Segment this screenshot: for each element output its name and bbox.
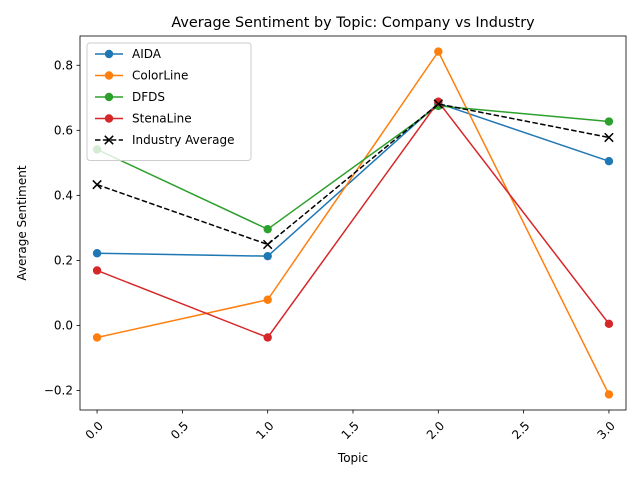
legend-label-aida: AIDA — [132, 47, 162, 61]
data-point-aida — [92, 249, 102, 258]
series-industry-average — [92, 99, 614, 250]
data-point-industry-average — [433, 99, 444, 109]
data-point-stenaline — [92, 266, 102, 275]
legend-marker-colorline — [104, 71, 114, 80]
series-aida — [92, 99, 614, 261]
data-point-colorline — [263, 295, 272, 304]
data-point-dfds — [604, 117, 614, 126]
y-tick-label: −0.2 — [44, 383, 73, 397]
data-point-industry-average — [262, 239, 273, 250]
y-tick-label: 0.6 — [54, 123, 73, 137]
y-tick-label: 0.2 — [54, 253, 73, 267]
data-point-aida — [263, 251, 272, 261]
data-point-industry-average — [92, 179, 102, 190]
y-tick-label: 0.0 — [54, 318, 73, 332]
series-line-dfds — [96, 105, 610, 231]
legend-item-aida: AIDA — [95, 47, 162, 61]
y-tick-label: 0.4 — [54, 188, 73, 202]
legend-item-colorline: ColorLine — [95, 69, 188, 83]
data-point-industry-average — [604, 132, 614, 143]
series-line-stenaline — [96, 100, 610, 339]
plot-frame — [79, 35, 627, 411]
data-point-colorline — [604, 390, 614, 399]
legend-label-stenaline: StenaLine — [132, 112, 192, 126]
series-layer — [92, 47, 614, 399]
data-point-colorline — [92, 333, 102, 342]
series-dfds — [92, 101, 614, 234]
x-axis-label: Topic — [337, 451, 368, 465]
series-line-industry-average — [96, 103, 610, 246]
series-line-aida — [97, 102, 610, 257]
data-point-aida — [604, 157, 614, 166]
legend-box — [86, 42, 252, 161]
data-point-stenaline — [604, 319, 614, 329]
legend-item-dfds: DFDS — [95, 90, 165, 104]
series-line-colorline — [96, 50, 610, 395]
data-point-colorline — [434, 47, 443, 56]
series-stenaline — [92, 97, 614, 342]
legend-label-colorline: ColorLine — [132, 69, 188, 83]
y-tick-label: 0.8 — [54, 58, 73, 72]
data-point-stenaline — [263, 333, 272, 342]
chart-title: Average Sentiment by Topic: Company vs I… — [171, 15, 535, 31]
legend-label-dfds: DFDS — [132, 90, 165, 104]
series-colorline — [92, 47, 614, 399]
legend-label-industry-average: Industry Average — [132, 133, 234, 147]
legend-marker-aida — [104, 49, 114, 59]
legend: AIDA ColorLine DFDS StenaLine Industry Avera… — [86, 42, 252, 161]
y-axis-ticks: −0.2 0.0 0.2 0.4 0.6 0.8 — [44, 58, 80, 397]
legend-item-stenaline: StenaLine — [95, 112, 192, 126]
data-point-dfds — [263, 224, 272, 234]
legend-marker-dfds — [104, 92, 114, 102]
legend-marker-stenaline — [104, 114, 114, 123]
y-axis-label: Average Sentiment — [15, 165, 29, 280]
legend-item-industry-average: Industry Average — [95, 133, 234, 147]
legend-marker-industry-average — [104, 135, 114, 145]
